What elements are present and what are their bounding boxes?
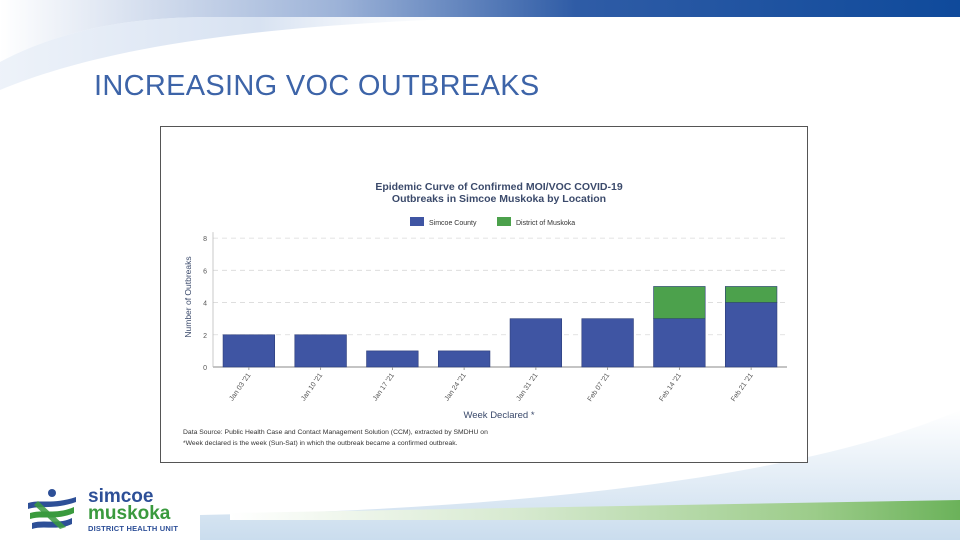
legend-swatch-1 [497,217,511,226]
y-tick-label: 4 [203,301,207,308]
bar-simcoe [294,334,347,368]
y-tick-label: 8 [203,236,207,243]
bar-simcoe [366,350,419,368]
x-tick-label: Jan 31 '21 [515,372,539,402]
legend-label-0: Simcoe County [429,220,477,227]
x-tick-label: Feb 14 '21 [658,372,683,403]
bottom-swoosh [230,500,960,520]
x-tick-label: Jan 17 '21 [372,372,396,402]
epidemic-curve-chart: Epidemic Curve of Confirmed MOI/VOC COVI… [183,181,787,447]
bar-simcoe [222,334,276,368]
y-tick-label: 0 [203,365,207,372]
x-tick-label: Feb 21 '21 [730,372,755,403]
y-tick-label: 6 [203,268,207,275]
chart-title-line1: Epidemic Curve of Confirmed MOI/VOC COVI… [375,181,623,193]
bar-simcoe [509,318,563,368]
x-tick-label: Jan 10 '21 [300,372,324,402]
bar-muskoka [653,286,706,319]
top-swoosh [0,0,960,62]
chart-title-line2: Outbreaks in Simcoe Muskoka by Location [392,193,606,205]
logo-figure-icon [28,489,76,529]
bar-simcoe [581,318,634,368]
bar-simcoe [437,350,491,368]
y-axis-label: Number of Outbreaks [183,256,193,337]
y-tick-label: 2 [203,333,207,340]
bar-muskoka [724,286,778,303]
chart-frame: Epidemic Curve of Confirmed MOI/VOC COVI… [160,126,808,463]
footnote-week: *Week declared is the week (Sun-Sat) in … [183,440,458,447]
x-axis-label: Week Declared * [463,410,534,421]
legend-label-1: District of Muskoka [516,220,575,227]
footnote-source: Data Source: Public Health Case and Cont… [183,429,488,436]
legend-swatch-0 [410,217,424,226]
x-tick-label: Jan 03 '21 [228,372,252,402]
bar-simcoe [653,318,706,368]
logo-line-simcoe: simcoe [88,486,154,507]
bar-simcoe [724,302,778,368]
slide-title: INCREASING VOC OUTBREAKS [94,70,540,102]
x-tick-label: Jan 24 '21 [444,372,468,402]
x-tick-label: Feb 07 '21 [587,372,612,403]
logo-line-unit: DISTRICT HEALTH UNIT [88,524,179,533]
simcoe-muskoka-logo: simcoe muskoka DISTRICT HEALTH UNIT [24,487,244,532]
logo-line-muskoka: muskoka [88,503,171,524]
